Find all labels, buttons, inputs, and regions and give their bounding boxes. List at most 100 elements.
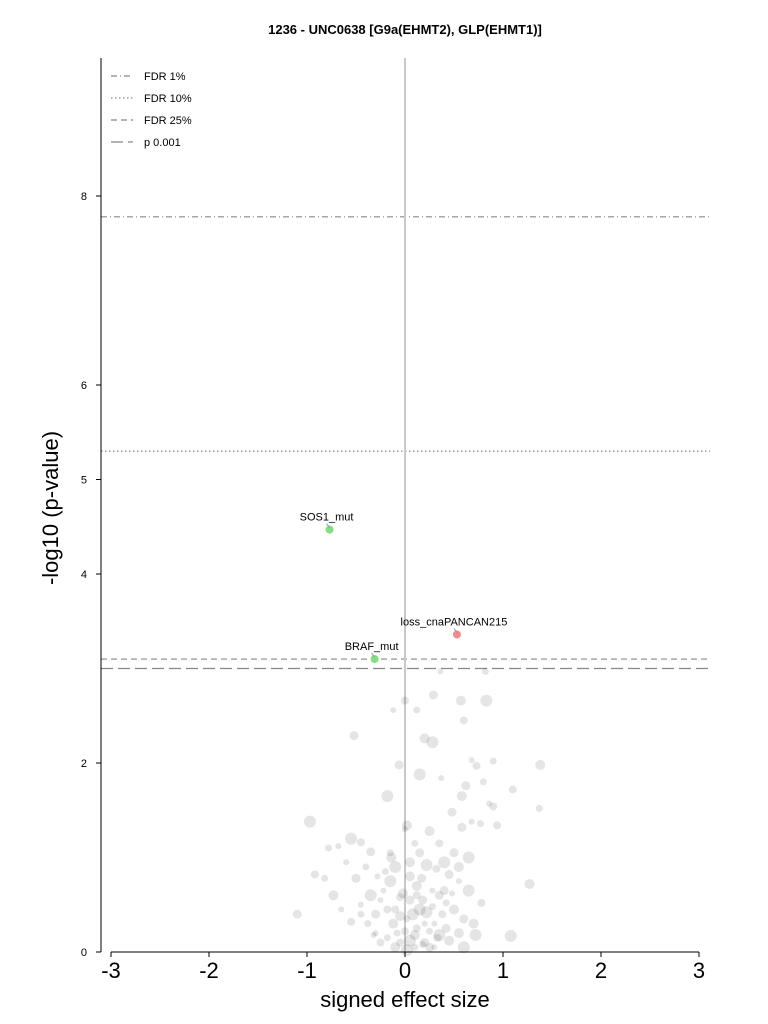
legend-label-3: p 0.001: [144, 137, 181, 149]
scatter-point: [351, 873, 361, 883]
scatter-point: [468, 757, 475, 764]
x-axis-label: signed effect size: [320, 987, 490, 1012]
scatter-point: [357, 910, 365, 918]
y-tick-label-0: 0: [81, 947, 87, 959]
highlight-label-1: loss_cnaPANCAN215: [401, 616, 508, 628]
scatter-point: [384, 875, 397, 888]
scatter-point: [338, 906, 345, 913]
highlight-point-1: [452, 630, 461, 639]
scatter-point: [429, 887, 436, 894]
x-tick-label-4: 1: [497, 958, 509, 983]
scatter-point: [390, 707, 397, 714]
legend-label-0: FDR 1%: [144, 71, 186, 83]
scatter-point: [438, 856, 451, 869]
scatter-point: [477, 898, 486, 907]
highlight-label-0: SOS1_mut: [300, 512, 354, 524]
scatter-point: [444, 870, 454, 880]
scatter-point: [481, 667, 489, 675]
scatter-point: [433, 928, 446, 941]
scatter-point: [370, 931, 377, 938]
scatter-point: [476, 819, 484, 827]
scatter-point: [411, 880, 422, 891]
scatter-point: [390, 942, 401, 953]
scatter-point: [432, 864, 441, 873]
scatter-point: [364, 889, 377, 902]
scatter-point: [459, 716, 468, 725]
scatter-point: [468, 818, 475, 825]
scatter-point: [292, 909, 302, 919]
scatter-point: [381, 868, 389, 876]
scatter-point: [442, 899, 450, 907]
scatter-point: [386, 849, 394, 857]
scatter-point: [325, 844, 333, 852]
highlight-leader-0: [326, 523, 330, 528]
scatter-point: [417, 873, 427, 883]
scatter-point: [398, 888, 409, 899]
scatter-point: [426, 927, 433, 935]
highlighted-points: SOS1_mut loss_cnaPANCAN215 BRAF_mut: [300, 512, 508, 664]
scatter-point: [462, 884, 475, 897]
scatter-point: [447, 807, 457, 817]
scatter-point: [419, 940, 427, 948]
legend-label-1: FDR 10%: [144, 93, 192, 105]
scatter-point: [403, 915, 411, 923]
scatter-point: [321, 874, 329, 882]
scatter-point: [356, 838, 365, 847]
scatter-point: [424, 826, 435, 837]
scatter-point: [409, 929, 420, 940]
scatter-point: [493, 821, 502, 830]
scatter-point: [396, 893, 405, 902]
highlight-label-2: BRAF_mut: [345, 641, 399, 653]
scatter-point: [479, 778, 487, 786]
scatter-point: [472, 761, 481, 770]
scatter-point: [461, 781, 471, 791]
scatter-point: [383, 934, 391, 942]
scatter-point: [396, 938, 405, 947]
scatter-point: [413, 903, 426, 916]
scatter-point: [455, 695, 466, 706]
scatter-point: [401, 927, 409, 936]
y-tick-label-2: 4: [81, 569, 87, 581]
scatter-point: [438, 910, 447, 919]
scatter-point: [413, 706, 421, 714]
scatter-point: [420, 938, 430, 948]
scatter-point: [431, 944, 438, 951]
scatter-point: [347, 917, 356, 926]
scatter-point: [395, 911, 406, 922]
scatter-point: [459, 914, 469, 924]
scatter-point: [480, 694, 493, 707]
scatter-point: [415, 848, 425, 858]
scatter-point: [349, 731, 359, 741]
scatter-point: [504, 929, 517, 942]
scatter-point: [413, 768, 426, 781]
scatter-point: [420, 906, 433, 919]
scatter-point: [434, 890, 444, 900]
scatter-point: [524, 878, 535, 889]
scatter-point: [535, 759, 546, 770]
scatter-point: [535, 804, 543, 812]
scatter-point: [439, 886, 449, 896]
x-axis-ticks: -3 -2 -1 0 1 2 3: [101, 952, 705, 983]
scatter-point: [428, 903, 436, 911]
chart-title: 1236 - UNC0638 [G9a(EHMT2), GLP(EHMT1)]: [268, 22, 542, 37]
legend: FDR 1% FDR 10% FDR 25% p 0.001: [111, 71, 192, 149]
scatter-point: [366, 847, 376, 857]
x-tick-label-6: 3: [693, 958, 705, 983]
y-tick-label-5: 8: [81, 191, 87, 203]
scatter-point: [456, 791, 467, 802]
scatter-point: [371, 909, 381, 919]
scatter-point: [441, 923, 451, 933]
scatter-point: [468, 918, 479, 929]
scatter-point: [420, 859, 433, 872]
scatter-point: [433, 933, 442, 942]
scatter-point: [401, 820, 412, 831]
highlight-point-2: [370, 655, 379, 664]
scatter-point: [508, 785, 517, 794]
scatter-point: [357, 901, 364, 908]
scatter-point: [457, 941, 470, 954]
highlight-point-0: [325, 525, 334, 534]
scatter-point: [411, 943, 419, 951]
scatter-point: [377, 897, 384, 904]
scatter-point: [383, 905, 392, 914]
scatter-point: [489, 802, 498, 811]
